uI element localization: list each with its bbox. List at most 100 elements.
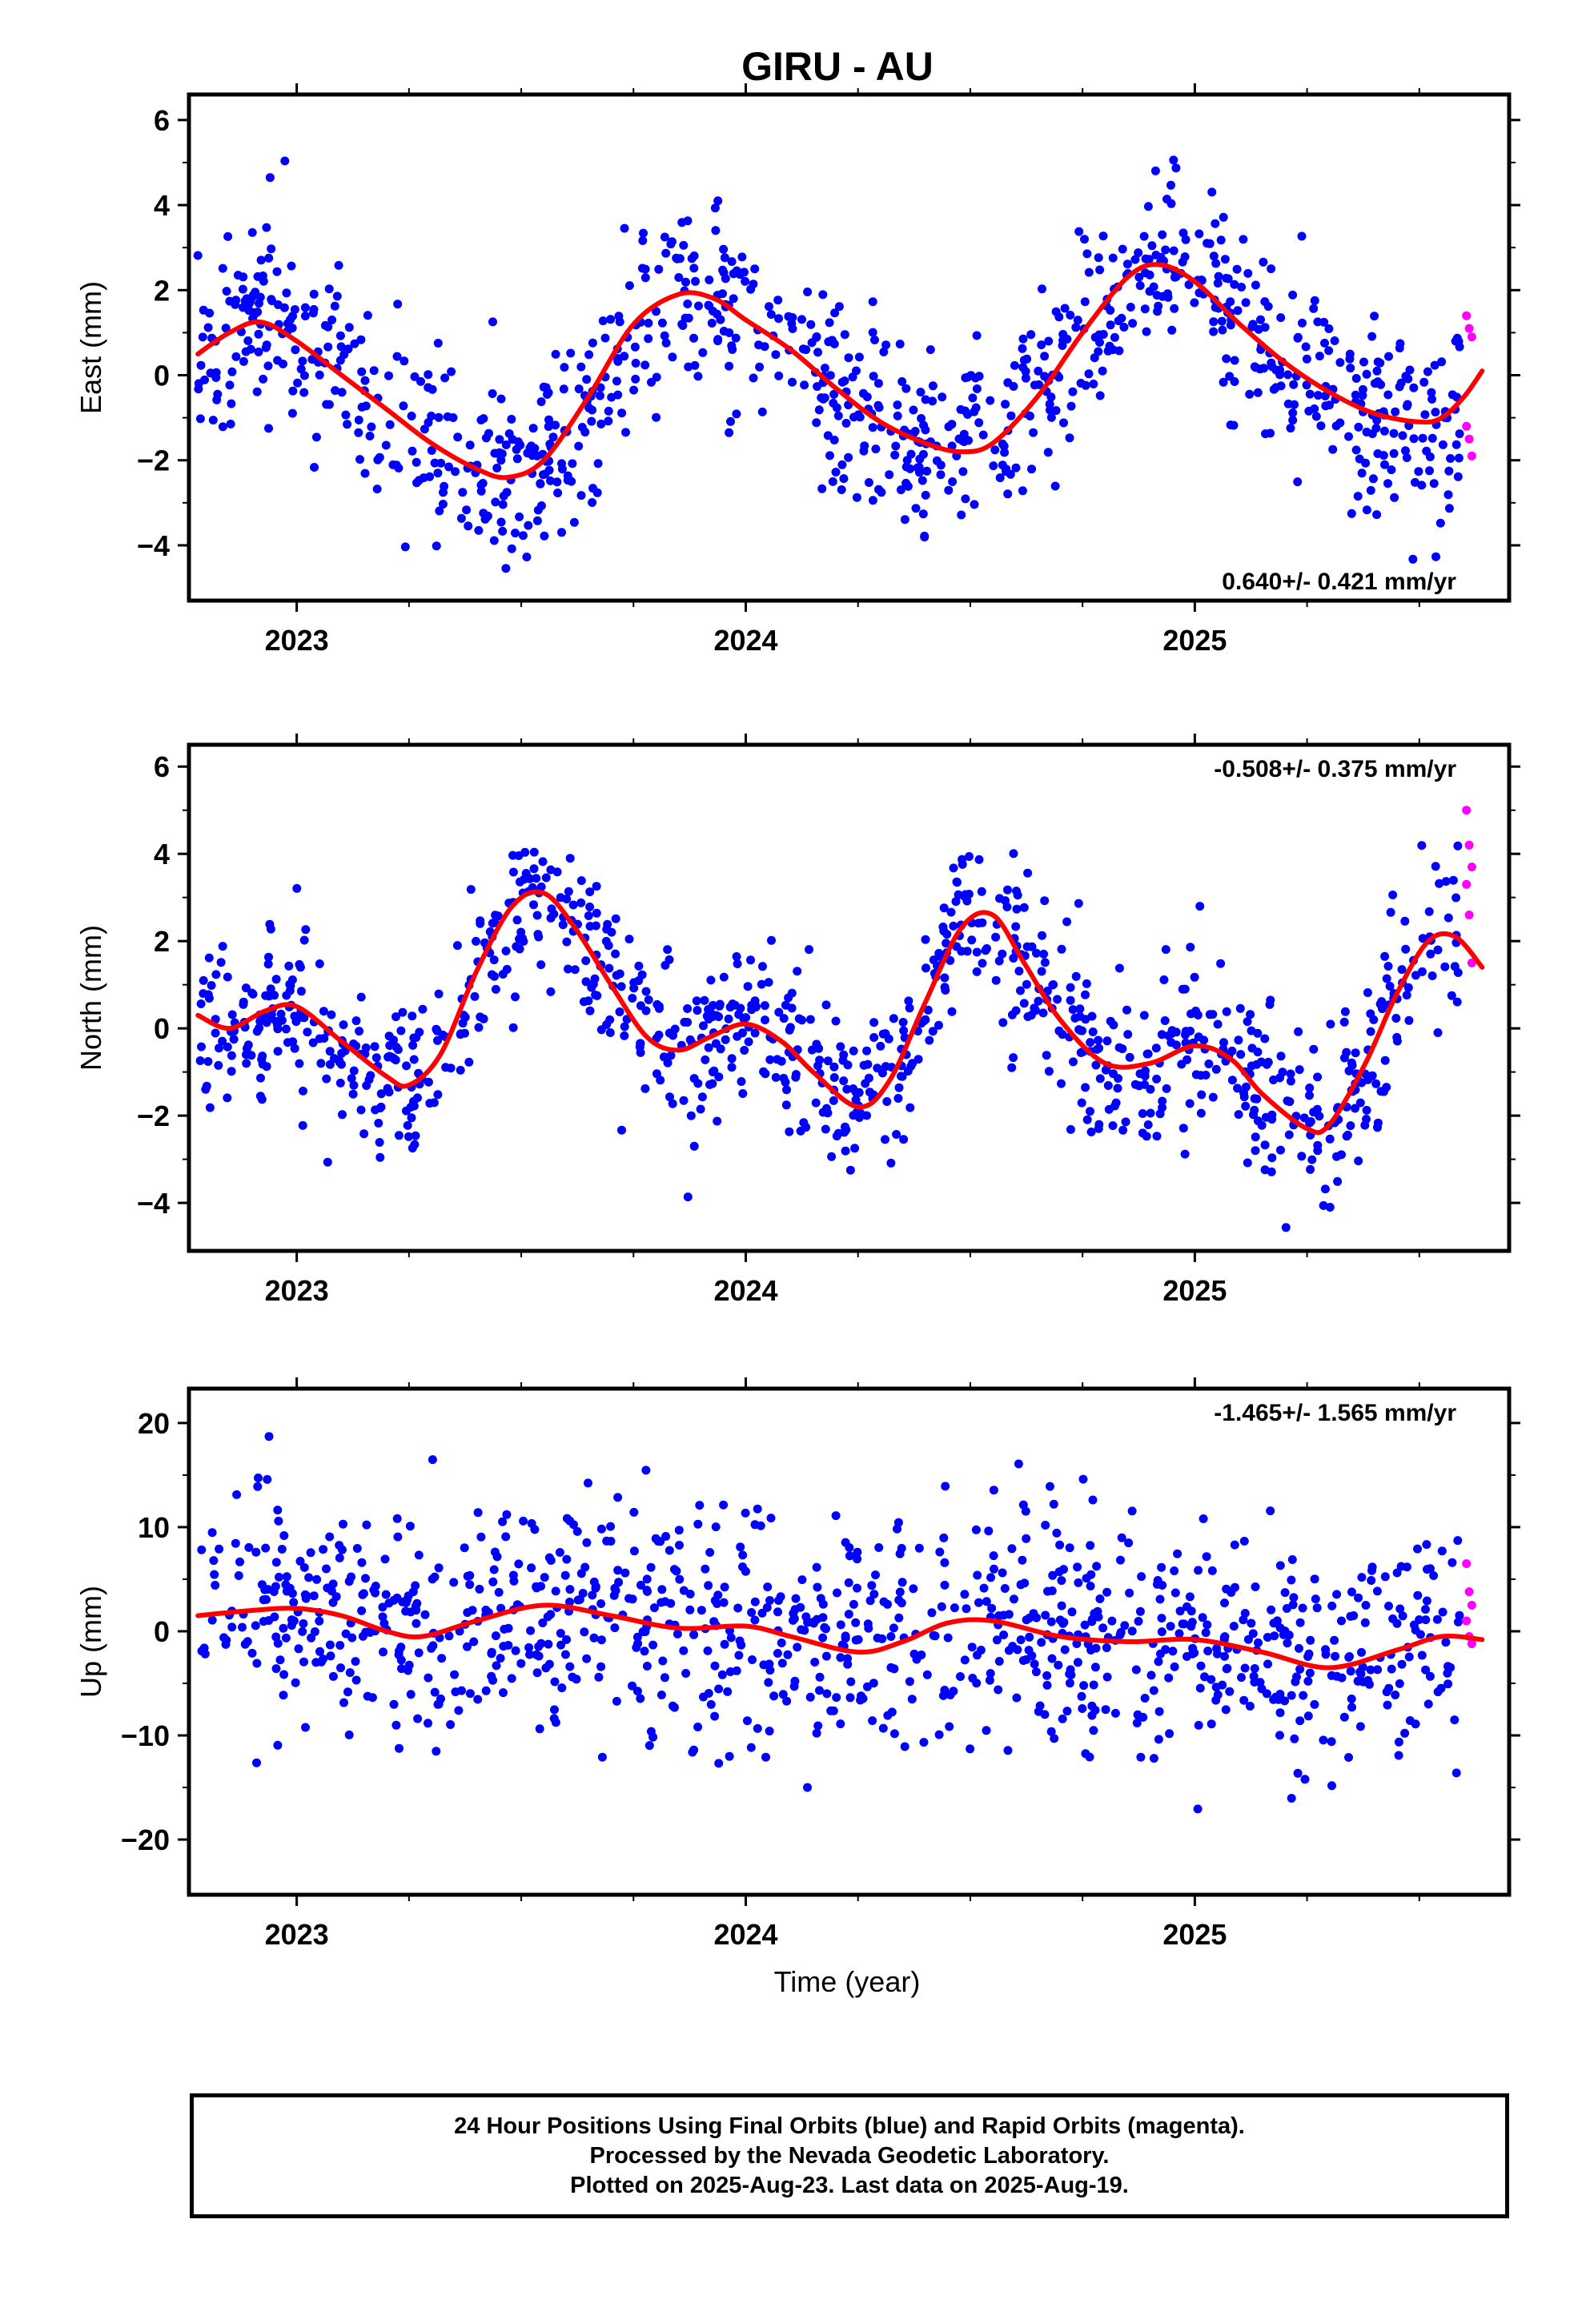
east-final-point — [1237, 283, 1247, 292]
east-final-point — [479, 509, 488, 518]
north-final-point — [1196, 1108, 1206, 1118]
up-final-point — [1188, 1643, 1198, 1653]
up-final-point — [1014, 1459, 1023, 1469]
up-final-point — [336, 1663, 345, 1673]
up-final-point — [1346, 1667, 1355, 1676]
up-final-point — [1154, 1735, 1163, 1744]
up-final-point — [968, 1674, 978, 1683]
north-final-point — [1142, 1132, 1151, 1141]
up-final-point — [1387, 1664, 1396, 1674]
east-final-point — [502, 488, 512, 497]
east-final-point — [895, 340, 905, 349]
up-final-point — [335, 1553, 344, 1562]
east-final-point — [1380, 460, 1389, 469]
north-final-point — [541, 873, 551, 883]
north-final-point — [845, 1165, 855, 1175]
east-final-point — [577, 423, 587, 432]
caption-box: 24 Hour Positions Using Final Orbits (bl… — [190, 2093, 1509, 2218]
up-final-point — [1432, 1614, 1442, 1624]
north-final-point — [1452, 893, 1461, 903]
east-final-point — [615, 317, 624, 327]
up-final-point — [511, 1646, 520, 1655]
north-final-point — [1143, 1120, 1153, 1129]
up-final-point — [1306, 1635, 1315, 1645]
up-final-point — [325, 1532, 335, 1542]
east-final-point — [1346, 364, 1355, 373]
east-final-point — [1021, 367, 1030, 376]
east-final-point — [897, 377, 907, 386]
east-final-point — [746, 284, 756, 294]
north-final-point — [998, 949, 1007, 959]
up-final-point — [1080, 1620, 1090, 1630]
up-final-point — [343, 1687, 352, 1697]
east-final-point — [298, 356, 307, 366]
east-final-point — [1402, 401, 1411, 411]
up-final-point — [646, 1727, 656, 1736]
east-final-point — [1438, 440, 1447, 449]
north-final-point — [1260, 1034, 1270, 1043]
up-final-point — [500, 1624, 509, 1634]
east-final-point — [245, 297, 255, 307]
east-final-point — [447, 367, 456, 376]
east-final-point — [296, 364, 306, 374]
up-final-point — [271, 1558, 281, 1567]
up-final-point — [1299, 1691, 1308, 1700]
east-final-point — [620, 352, 629, 361]
east-final-point — [825, 371, 835, 380]
east-final-point — [1095, 265, 1105, 275]
east-final-point — [574, 441, 584, 451]
up-final-point — [1042, 1680, 1052, 1690]
east-final-point — [637, 263, 647, 273]
up-final-point — [935, 1547, 945, 1557]
north-final-point — [1146, 1108, 1155, 1118]
east-final-point — [788, 377, 797, 387]
east-final-point — [501, 564, 511, 573]
north-final-point — [1014, 967, 1024, 976]
up-final-point — [629, 1546, 639, 1556]
north-final-point — [1058, 1030, 1067, 1039]
up-final-point — [1092, 1562, 1102, 1571]
up-final-point — [519, 1516, 528, 1526]
east-final-point — [451, 467, 460, 476]
up-final-point — [222, 1635, 231, 1645]
east-final-point — [332, 292, 342, 301]
up-final-point — [628, 1594, 637, 1604]
east-final-point — [1253, 388, 1263, 397]
up-final-point — [351, 1657, 360, 1667]
up-final-point — [275, 1572, 283, 1582]
up-final-point — [986, 1573, 995, 1582]
north-final-point — [1392, 1032, 1402, 1042]
north-final-point — [1103, 1081, 1113, 1090]
up-final-point — [1384, 1602, 1393, 1610]
east-final-point — [536, 501, 546, 510]
east-final-point — [1003, 378, 1013, 388]
east-final-point — [218, 422, 227, 432]
east-final-point — [1153, 307, 1162, 316]
up-final-point — [719, 1598, 729, 1607]
north-final-point — [532, 911, 542, 920]
north-final-point — [1158, 1103, 1167, 1112]
up-final-point — [1443, 1679, 1453, 1689]
up-final-point — [209, 1556, 219, 1566]
up-final-point — [1135, 1606, 1145, 1616]
up-final-point — [344, 1577, 354, 1586]
up-final-point — [851, 1618, 861, 1627]
up-final-point — [1339, 1712, 1349, 1722]
north-x-tick-label: 2024 — [713, 1274, 777, 1307]
east-final-point — [1122, 259, 1132, 269]
north-final-point — [1038, 1008, 1048, 1018]
up-final-point — [713, 1590, 723, 1600]
up-final-point — [371, 1582, 380, 1590]
east-final-point — [1220, 255, 1230, 264]
up-final-point — [1240, 1663, 1250, 1673]
east-final-point — [1335, 358, 1345, 368]
up-final-point — [207, 1528, 217, 1538]
east-final-point — [262, 340, 271, 350]
east-final-point — [218, 263, 227, 273]
up-y-tick-label: −20 — [121, 1823, 170, 1856]
north-final-point — [227, 1010, 237, 1019]
up-final-point — [450, 1670, 460, 1679]
east-final-point — [978, 430, 988, 440]
east-final-point — [1226, 320, 1235, 330]
up-final-point — [1102, 1643, 1111, 1652]
